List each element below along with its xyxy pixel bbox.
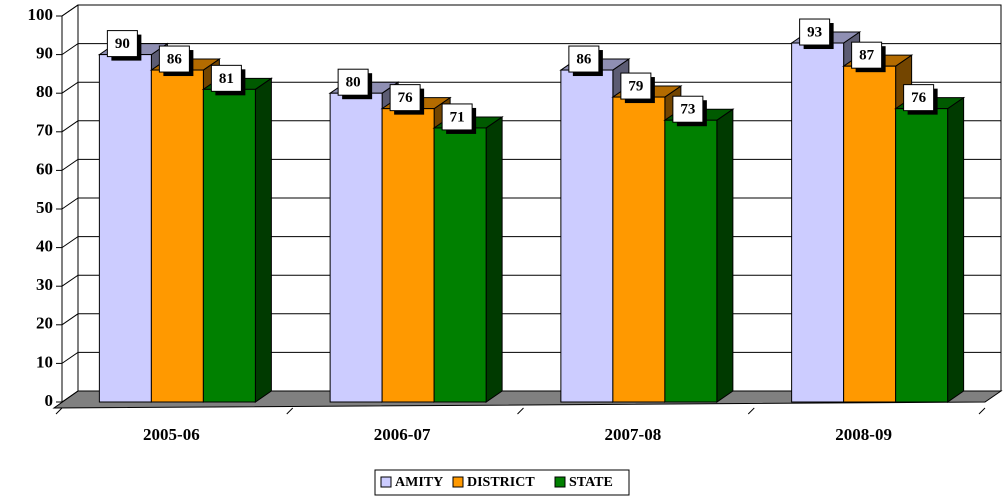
x-tick-label: 2007-08 <box>605 425 662 444</box>
x-tick <box>747 407 755 415</box>
legend-label: AMITY <box>395 475 443 490</box>
data-label: 79 <box>628 78 643 94</box>
label-box <box>568 45 600 73</box>
legend-swatch <box>554 476 566 488</box>
data-label: 80 <box>346 75 361 91</box>
label-box <box>799 18 831 46</box>
y-tick-label: 80 <box>36 82 53 101</box>
x-tick-label: 2006-07 <box>374 425 431 444</box>
y-tick-label: 90 <box>36 44 53 63</box>
data-label: 86 <box>167 51 183 67</box>
grid-line <box>61 43 1001 56</box>
y-tick-label: 100 <box>28 5 54 24</box>
bar-side <box>947 96 965 403</box>
data-label: 81 <box>219 71 234 87</box>
label-box <box>620 72 652 100</box>
label-box <box>210 64 242 92</box>
data-label: 71 <box>450 109 465 125</box>
bar-front <box>381 108 435 403</box>
y-tick-label: 0 <box>45 391 54 410</box>
y-tick-label: 60 <box>36 159 53 178</box>
label-box <box>106 30 138 58</box>
data-label: 73 <box>680 102 695 118</box>
x-tick <box>55 407 63 415</box>
bar-side <box>254 77 272 403</box>
bar-side <box>485 115 503 403</box>
bar-side <box>716 108 734 403</box>
bar-front <box>98 54 152 403</box>
grid-line <box>61 81 1001 94</box>
legend-swatch <box>452 476 464 488</box>
bar-front <box>202 88 256 403</box>
bar-front <box>895 108 949 403</box>
legend-label: DISTRICT <box>467 475 535 490</box>
data-label: 86 <box>576 51 592 67</box>
y-tick-label: 20 <box>36 314 53 333</box>
x-tick <box>517 407 524 415</box>
data-label: 76 <box>911 90 927 106</box>
data-label: 90 <box>115 36 130 52</box>
y-tick-label: 70 <box>36 121 53 140</box>
label-box <box>851 41 883 69</box>
legend-box <box>374 469 630 496</box>
label-box <box>903 84 935 112</box>
bar-front <box>612 96 666 403</box>
label-box <box>672 95 704 123</box>
y-tick-label: 40 <box>36 237 53 256</box>
label-box <box>441 103 473 131</box>
x-tick-label: 2005-06 <box>143 425 200 444</box>
bar-front <box>433 127 487 403</box>
y-tick-label: 30 <box>36 275 53 294</box>
bar <box>201 77 273 403</box>
legend-label: STATE <box>569 475 613 490</box>
bar <box>894 96 966 403</box>
label-box <box>389 84 421 112</box>
label-box <box>158 45 190 73</box>
x-tick-label: 2008-09 <box>835 425 892 444</box>
data-label: 93 <box>807 24 822 40</box>
bar-front <box>664 119 718 403</box>
x-tick <box>286 407 294 415</box>
bar-front <box>843 65 897 403</box>
data-label: 76 <box>398 90 414 106</box>
bar-front <box>150 69 204 403</box>
grid-line <box>61 4 1001 17</box>
label-box <box>337 68 369 96</box>
bar-front <box>560 69 614 403</box>
bar-front <box>329 92 383 403</box>
y-tick-label: 10 <box>36 352 53 371</box>
x-tick <box>978 407 986 415</box>
bar <box>663 108 735 403</box>
bar <box>432 115 504 403</box>
y-tick-label: 50 <box>36 198 53 217</box>
bar-front <box>791 42 845 403</box>
legend: AMITY DISTRICT STATE <box>374 469 630 496</box>
legend-swatch <box>380 476 392 488</box>
data-label: 87 <box>859 48 875 64</box>
